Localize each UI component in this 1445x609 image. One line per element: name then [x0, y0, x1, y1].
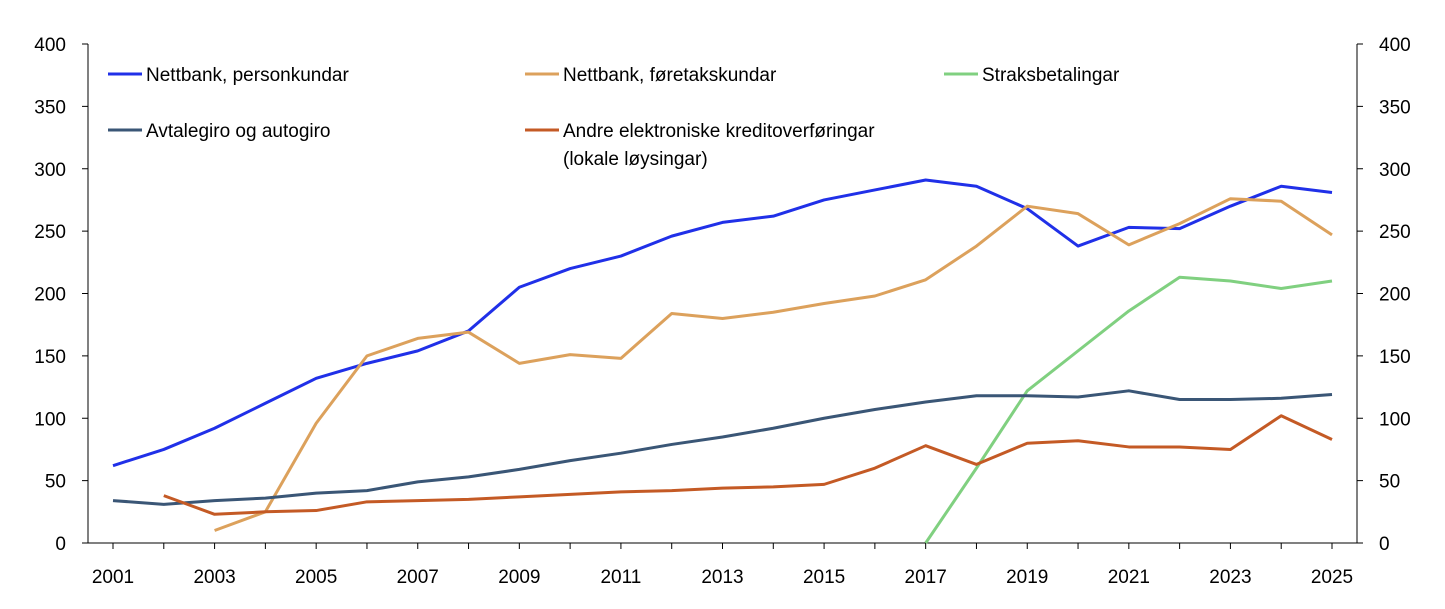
- y-tick-label: 50: [45, 472, 66, 493]
- series-line-3: [112, 389, 1333, 506]
- x-tick-label: 2009: [498, 567, 540, 588]
- legend: Nettbank, personkundar Nettbank, føretaks…: [108, 65, 1120, 170]
- left-y-tick-labels: 0 50 100 150 200 250 300 350 400: [34, 35, 66, 555]
- x-tick-label: 2013: [701, 567, 743, 588]
- y-tick-label: 350: [34, 97, 66, 118]
- x-tick-label: 2001: [92, 567, 134, 588]
- x-tick-label: 2021: [1108, 567, 1150, 588]
- x-tick-label: 2015: [803, 567, 845, 588]
- legend-label-3: Avtalegiro og autogiro: [146, 121, 331, 142]
- x-tick-label: 2023: [1209, 567, 1251, 588]
- y-tick-label: 150: [34, 347, 66, 368]
- series-line-1: [214, 197, 1333, 532]
- y-tick-label: 300: [34, 160, 66, 181]
- y2-tick-label: 300: [1379, 160, 1411, 181]
- x-tick-label: 2011: [600, 567, 641, 588]
- series-line-2: [924, 275, 1333, 544]
- legend-label-0: Nettbank, personkundar: [146, 65, 349, 86]
- y-tick-label: 250: [34, 222, 66, 243]
- y2-tick-label: 150: [1379, 347, 1411, 368]
- y-tick-label: 100: [34, 409, 66, 430]
- y2-tick-label: 100: [1379, 409, 1411, 430]
- right-y-tick-labels: 0 50 100 150 200 250 300 350 400: [1379, 35, 1411, 555]
- x-tick-label: 2019: [1006, 567, 1048, 588]
- y2-tick-label: 350: [1379, 97, 1411, 118]
- legend-label-4: Andre elektroniske kreditoverføringar: [563, 121, 875, 142]
- legend-label-1: Nettbank, føretakskundar: [563, 65, 777, 86]
- legend-label-4-line2: (lokale løysingar): [563, 149, 708, 170]
- y-tick-label: 0: [55, 534, 66, 555]
- x-tick-label: 2005: [295, 567, 337, 588]
- x-tick-label: 2025: [1311, 567, 1353, 588]
- y2-tick-label: 200: [1379, 285, 1411, 306]
- legend-label-2: Straksbetalingar: [982, 65, 1120, 86]
- y2-tick-label: 0: [1379, 534, 1390, 555]
- y2-tick-label: 400: [1379, 35, 1411, 56]
- x-tick-label: 2007: [397, 567, 439, 588]
- series-lines: [112, 178, 1333, 544]
- x-tick-label: 2017: [905, 567, 947, 588]
- x-tick-label: 2003: [193, 567, 235, 588]
- series-line-0: [112, 178, 1333, 468]
- y2-tick-label: 50: [1379, 472, 1400, 493]
- y-tick-label: 200: [34, 285, 66, 306]
- axes: [82, 43, 1363, 549]
- y-tick-label: 400: [34, 35, 66, 56]
- y2-tick-label: 250: [1379, 222, 1411, 243]
- series-line-4: [163, 414, 1333, 516]
- x-tick-labels: 2001 2003 2005 2007 2009 2011 2013 2015 2017 2019…: [92, 567, 1353, 588]
